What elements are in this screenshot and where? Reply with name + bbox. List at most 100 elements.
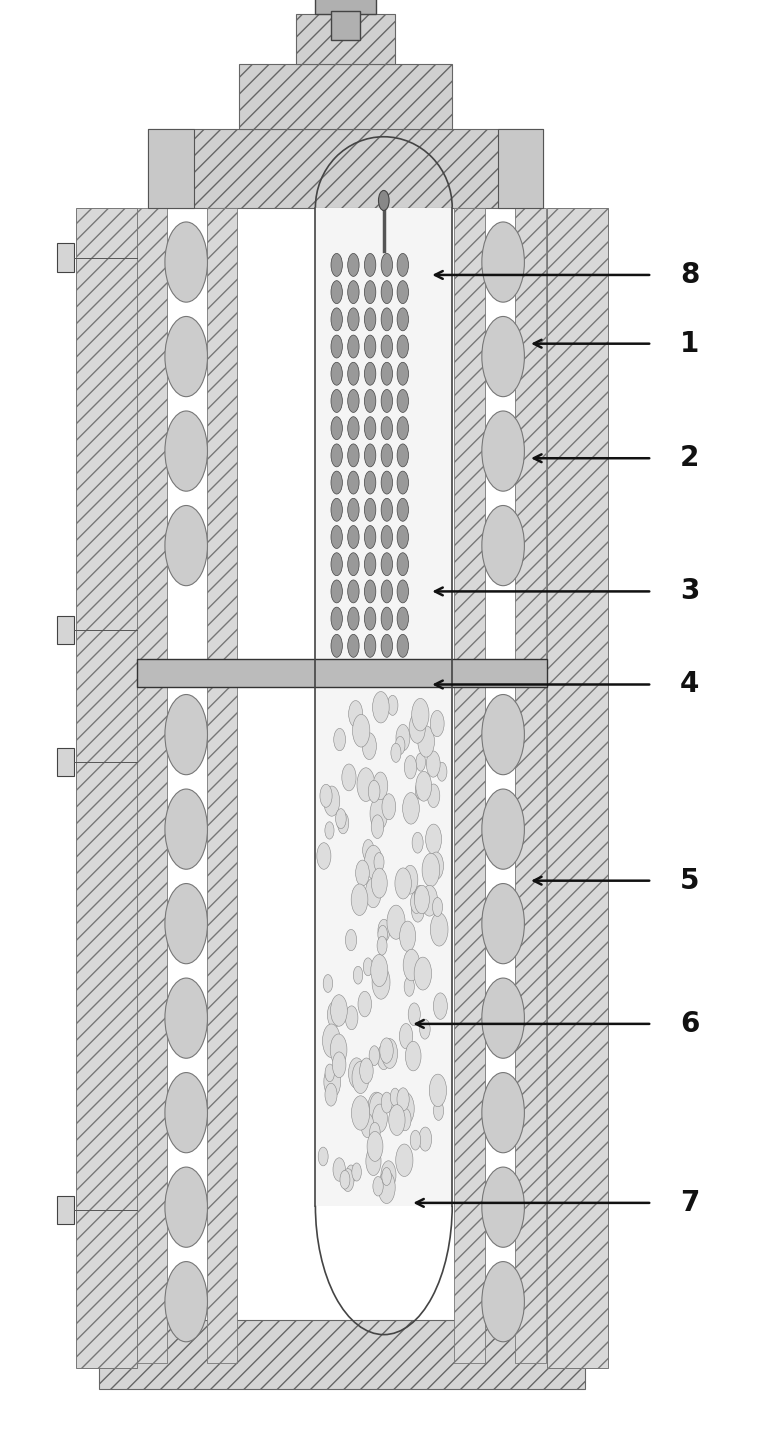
Circle shape xyxy=(368,1093,385,1124)
Circle shape xyxy=(382,1167,391,1186)
Circle shape xyxy=(349,1058,365,1088)
Circle shape xyxy=(363,958,373,975)
Ellipse shape xyxy=(365,281,375,304)
Ellipse shape xyxy=(365,498,375,521)
Circle shape xyxy=(395,736,405,755)
Circle shape xyxy=(426,825,442,855)
Circle shape xyxy=(357,768,375,802)
Circle shape xyxy=(359,1058,373,1084)
Circle shape xyxy=(352,1163,362,1181)
Bar xyxy=(547,208,608,1368)
Circle shape xyxy=(342,1169,354,1191)
Circle shape xyxy=(482,411,524,491)
Circle shape xyxy=(396,725,410,750)
Circle shape xyxy=(361,1114,374,1137)
Ellipse shape xyxy=(397,417,409,440)
Circle shape xyxy=(388,696,398,716)
Ellipse shape xyxy=(365,253,375,276)
Circle shape xyxy=(482,1167,524,1247)
Text: 5: 5 xyxy=(680,866,700,895)
Ellipse shape xyxy=(382,335,393,358)
Ellipse shape xyxy=(382,498,393,521)
Ellipse shape xyxy=(397,444,409,467)
Ellipse shape xyxy=(348,362,359,385)
Circle shape xyxy=(372,692,389,723)
Circle shape xyxy=(377,937,387,955)
Circle shape xyxy=(372,1104,388,1133)
Ellipse shape xyxy=(382,471,393,494)
Ellipse shape xyxy=(382,526,393,548)
Ellipse shape xyxy=(397,526,409,548)
Circle shape xyxy=(366,878,381,908)
Text: 8: 8 xyxy=(680,261,699,289)
Circle shape xyxy=(419,1127,432,1151)
Circle shape xyxy=(395,868,411,899)
Ellipse shape xyxy=(382,607,393,630)
Ellipse shape xyxy=(365,580,375,603)
Circle shape xyxy=(411,898,424,922)
Ellipse shape xyxy=(365,417,375,440)
Circle shape xyxy=(388,1104,405,1136)
Ellipse shape xyxy=(348,417,359,440)
Ellipse shape xyxy=(397,390,409,412)
Circle shape xyxy=(356,861,369,886)
Ellipse shape xyxy=(348,444,359,467)
Circle shape xyxy=(349,700,363,727)
Circle shape xyxy=(322,1024,340,1057)
Circle shape xyxy=(415,782,425,799)
Bar xyxy=(148,129,543,208)
Circle shape xyxy=(387,905,405,939)
Circle shape xyxy=(426,750,440,778)
Ellipse shape xyxy=(331,607,342,630)
Circle shape xyxy=(427,783,440,808)
Bar xyxy=(315,208,452,1206)
Circle shape xyxy=(430,912,448,947)
Ellipse shape xyxy=(397,308,409,331)
Ellipse shape xyxy=(365,526,375,548)
Bar xyxy=(99,1320,585,1389)
Circle shape xyxy=(165,411,207,491)
Circle shape xyxy=(421,885,438,916)
Ellipse shape xyxy=(397,553,409,576)
Circle shape xyxy=(340,1170,350,1189)
Circle shape xyxy=(165,1262,207,1342)
Circle shape xyxy=(325,1083,337,1106)
Circle shape xyxy=(318,1147,328,1166)
Circle shape xyxy=(403,949,420,981)
Bar xyxy=(207,208,237,662)
Bar xyxy=(515,208,546,662)
Text: 7: 7 xyxy=(680,1189,699,1217)
Circle shape xyxy=(353,967,363,984)
Circle shape xyxy=(371,815,384,839)
Ellipse shape xyxy=(331,417,342,440)
Ellipse shape xyxy=(348,580,359,603)
Bar xyxy=(498,129,543,208)
Ellipse shape xyxy=(382,362,393,385)
Circle shape xyxy=(378,190,389,211)
Ellipse shape xyxy=(365,390,375,412)
Circle shape xyxy=(369,1045,379,1065)
Circle shape xyxy=(328,1002,341,1028)
Circle shape xyxy=(347,1166,356,1183)
Circle shape xyxy=(408,1048,418,1068)
Circle shape xyxy=(366,1147,381,1176)
Circle shape xyxy=(381,1161,396,1189)
Circle shape xyxy=(373,772,388,799)
Circle shape xyxy=(332,1053,346,1078)
Circle shape xyxy=(382,1038,397,1068)
Ellipse shape xyxy=(331,580,342,603)
Bar xyxy=(76,208,137,1368)
Circle shape xyxy=(382,793,396,819)
Circle shape xyxy=(371,954,388,987)
Circle shape xyxy=(323,975,333,992)
Circle shape xyxy=(396,1144,413,1177)
Ellipse shape xyxy=(365,607,375,630)
Circle shape xyxy=(397,1093,414,1126)
Circle shape xyxy=(165,1167,207,1247)
Circle shape xyxy=(482,695,524,775)
Bar xyxy=(57,616,74,644)
Circle shape xyxy=(337,812,349,833)
Circle shape xyxy=(412,832,423,853)
Circle shape xyxy=(482,884,524,964)
Ellipse shape xyxy=(348,498,359,521)
